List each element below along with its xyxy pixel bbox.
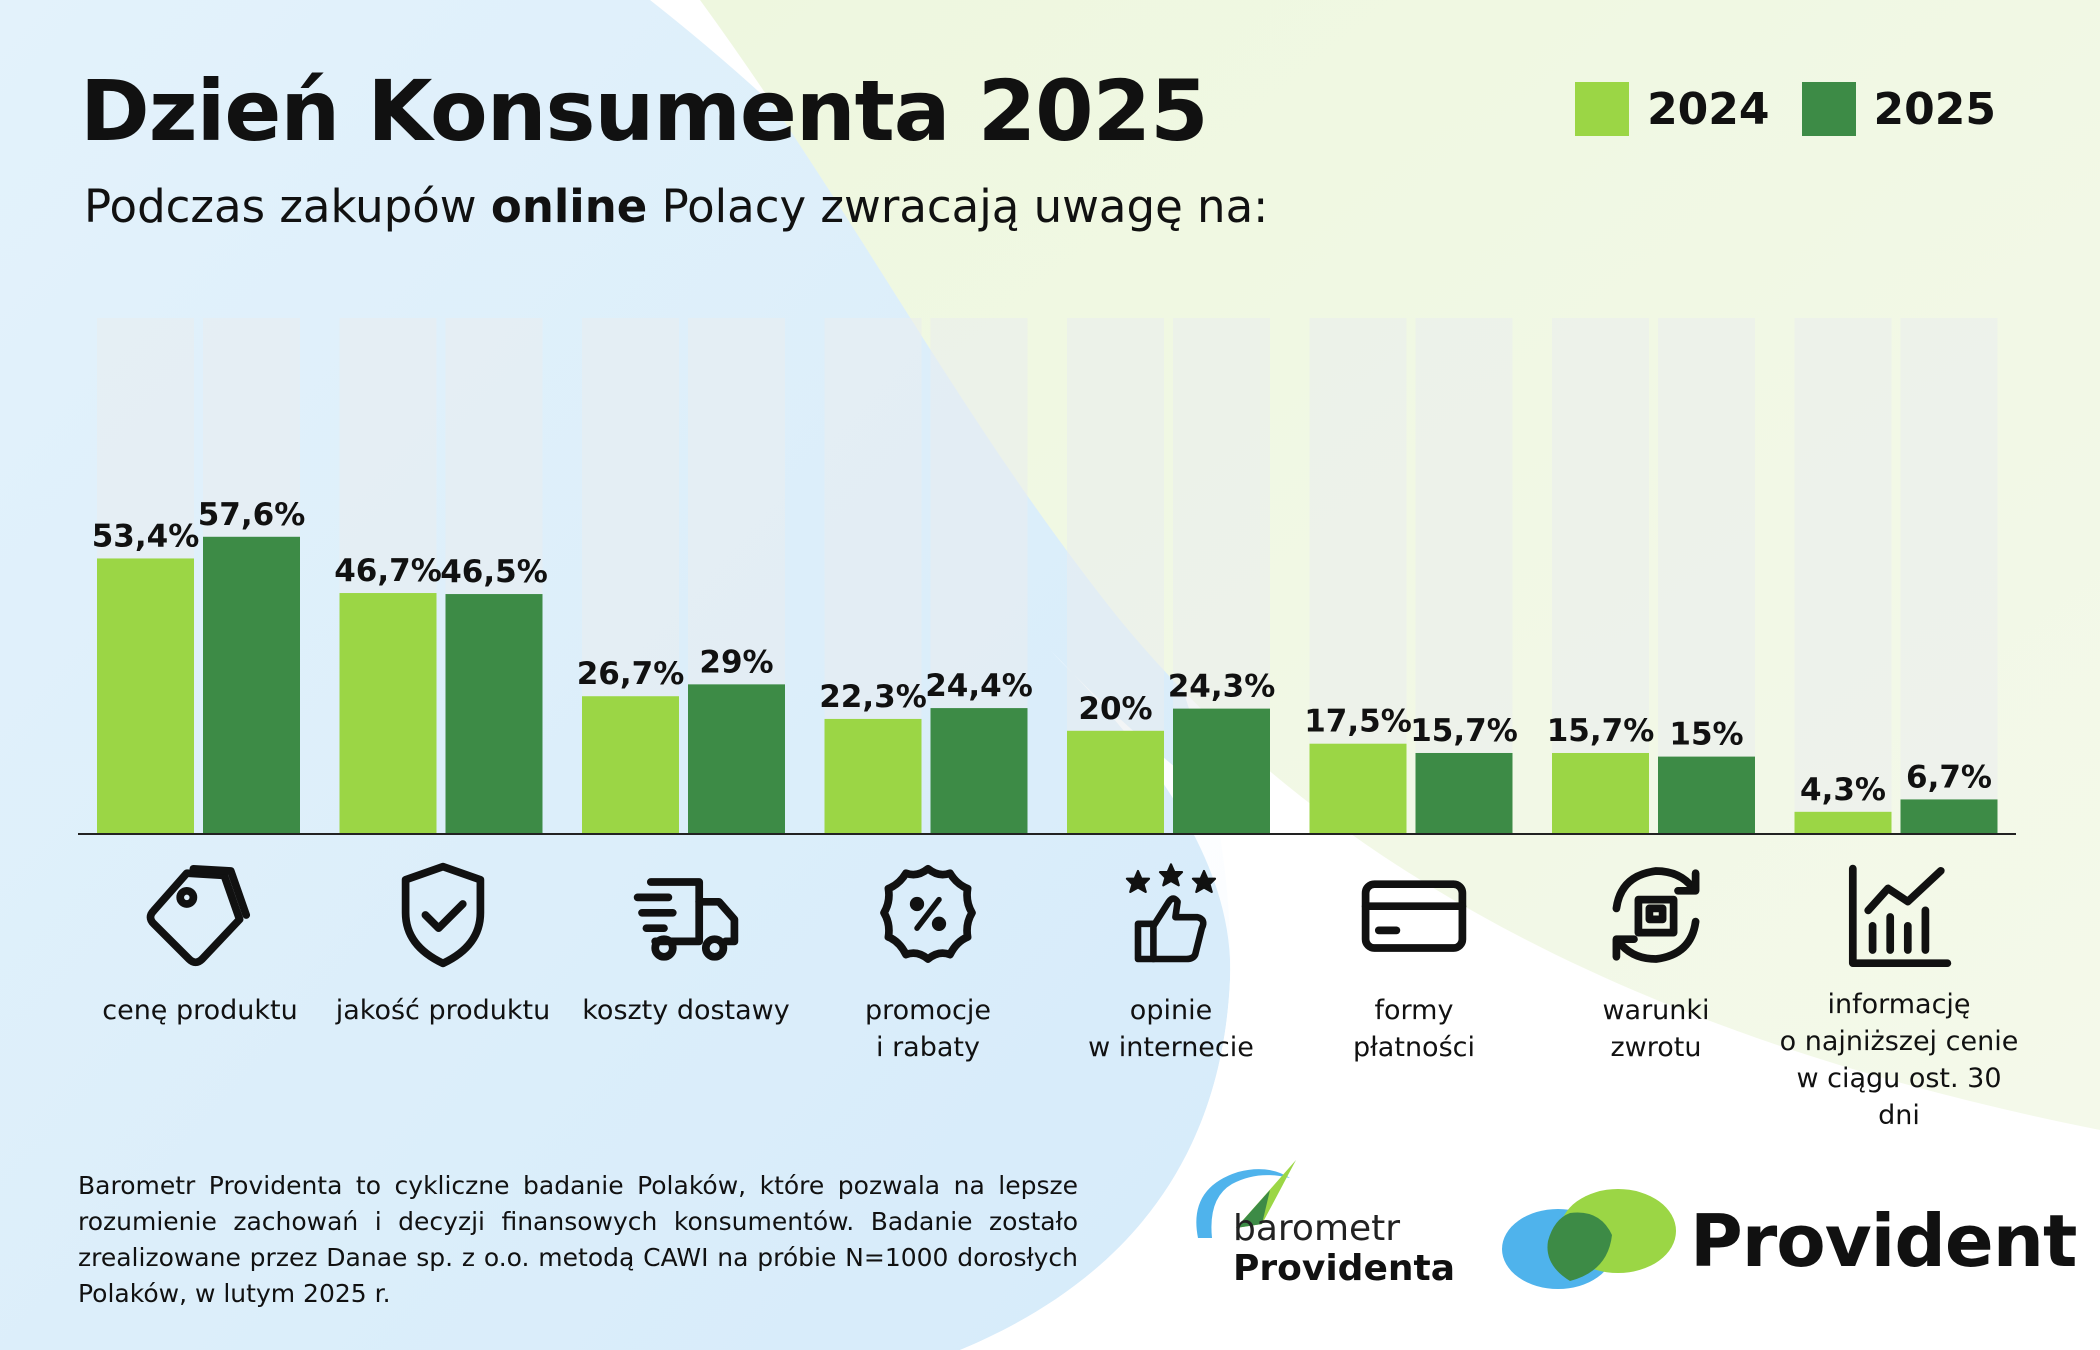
data-label-2025-1: 46,5% xyxy=(440,554,548,590)
page-subtitle: Podczas zakupów online Polacy zwracają u… xyxy=(84,180,1268,233)
bar-2024-0 xyxy=(97,558,194,834)
bar-track xyxy=(1658,318,1755,834)
data-label-2024-3: 22,3% xyxy=(819,679,927,715)
methodology-footnote: Barometr Providenta to cykliczne badanie… xyxy=(78,1171,1078,1308)
category-promotions: promocje i rabaty xyxy=(808,860,1048,1066)
category-reviews: opinie w internecie xyxy=(1051,860,1291,1066)
bar-2024-3 xyxy=(824,718,922,834)
provident-wordmark: Provident xyxy=(1690,1199,2077,1283)
data-label-2025-0: 57,6% xyxy=(198,497,306,533)
discount-badge-icon xyxy=(880,864,976,963)
category-label: promocje i rabaty xyxy=(865,995,991,1063)
bar-track xyxy=(1900,318,1998,834)
price-tags-icon xyxy=(146,864,251,967)
legend-swatch-2024 xyxy=(1575,82,1630,136)
shield-check-icon xyxy=(401,862,485,968)
category-label: jakość produktu xyxy=(335,995,551,1026)
chart-legend: 2024 2025 xyxy=(1565,82,1996,136)
data-label-2025-7: 6,7% xyxy=(1906,759,1992,795)
legend-label-2025: 2025 xyxy=(1873,83,1996,135)
bar-2024-7 xyxy=(1794,811,1892,834)
bar-2025-1 xyxy=(445,594,543,834)
category-lowest-price: informację o najniższej cenie w ciągu os… xyxy=(1779,862,2019,1134)
category-label: warunki zwrotu xyxy=(1602,995,1710,1063)
bar-2024-1 xyxy=(339,593,437,834)
data-label-2025-2: 29% xyxy=(699,644,773,680)
subtitle-emphasis: online xyxy=(490,180,648,233)
data-label-2024-7: 4,3% xyxy=(1800,772,1886,808)
provident-logo: Provident xyxy=(1500,1185,2077,1295)
bar-2024-4 xyxy=(1067,730,1164,834)
subtitle-lead: Podczas zakupów xyxy=(84,180,491,233)
data-label-2024-0: 53,4% xyxy=(92,518,200,554)
return-box-icon xyxy=(1612,867,1700,963)
barometr-logo-line2: Providenta xyxy=(1233,1248,1455,1289)
legend-label-2024: 2024 xyxy=(1647,83,1770,135)
delivery-truck-icon xyxy=(633,878,739,961)
category-label: opinie w internecie xyxy=(1088,995,1254,1063)
data-label-2025-4: 24,3% xyxy=(1168,669,1276,705)
category-returns: warunki zwrotu xyxy=(1536,860,1776,1066)
bar-2025-2 xyxy=(688,684,785,834)
credit-card-icon xyxy=(1361,880,1467,952)
bar-2024-6 xyxy=(1552,752,1649,834)
bar-2025-5 xyxy=(1415,752,1513,834)
category-label: koszty dostawy xyxy=(582,995,790,1026)
provident-mark-icon xyxy=(1502,1189,1676,1289)
data-label-2024-5: 17,5% xyxy=(1304,704,1412,740)
bar-2025-3 xyxy=(930,708,1028,834)
legend-swatch-2025 xyxy=(1801,82,1856,136)
bar-track xyxy=(1794,318,1892,834)
category-price: cenę produktu xyxy=(80,860,320,1029)
data-label-2025-3: 24,4% xyxy=(925,668,1033,704)
bar-2024-5 xyxy=(1309,743,1407,834)
category-label: cenę produktu xyxy=(102,995,298,1026)
bar-track xyxy=(1415,318,1513,834)
bar-2025-6 xyxy=(1658,756,1755,834)
data-label-2024-4: 20% xyxy=(1078,691,1152,727)
legend-item-2024: 2024 xyxy=(1575,82,1770,136)
barometr-swoosh-icon xyxy=(1196,1160,1296,1238)
category-quality: jakość produktu xyxy=(323,860,563,1029)
bar-chart-growth-icon xyxy=(1848,864,1952,968)
data-label-2024-1: 46,7% xyxy=(334,553,442,589)
bar-track xyxy=(1552,318,1649,834)
thumbs-up-stars-icon xyxy=(1125,863,1217,963)
data-label-2024-2: 26,7% xyxy=(577,656,685,692)
bar-2024-2 xyxy=(582,696,679,834)
bar-2025-7 xyxy=(1900,799,1998,834)
category-payment: formy płatności xyxy=(1294,860,1534,1066)
data-label-2025-6: 15% xyxy=(1669,717,1743,753)
legend-item-2025: 2025 xyxy=(1801,82,1996,136)
bar-2025-4 xyxy=(1173,708,1270,834)
bar-2025-0 xyxy=(203,536,300,834)
category-delivery: koszty dostawy xyxy=(566,860,806,1029)
data-label-2024-6: 15,7% xyxy=(1547,713,1655,749)
barometr-providenta-logo: barometr Providenta xyxy=(1178,1158,1455,1298)
barometr-logo-line1: barometr xyxy=(1233,1208,1401,1249)
category-label: formy płatności xyxy=(1353,995,1475,1063)
category-label: informację o najniższej cenie w ciągu os… xyxy=(1779,989,2019,1131)
subtitle-rest: Polacy zwracają uwagę na: xyxy=(647,180,1269,233)
data-label-2025-5: 15,7% xyxy=(1410,713,1518,749)
page-title: Dzień Konsumenta 2025 xyxy=(80,62,1209,160)
